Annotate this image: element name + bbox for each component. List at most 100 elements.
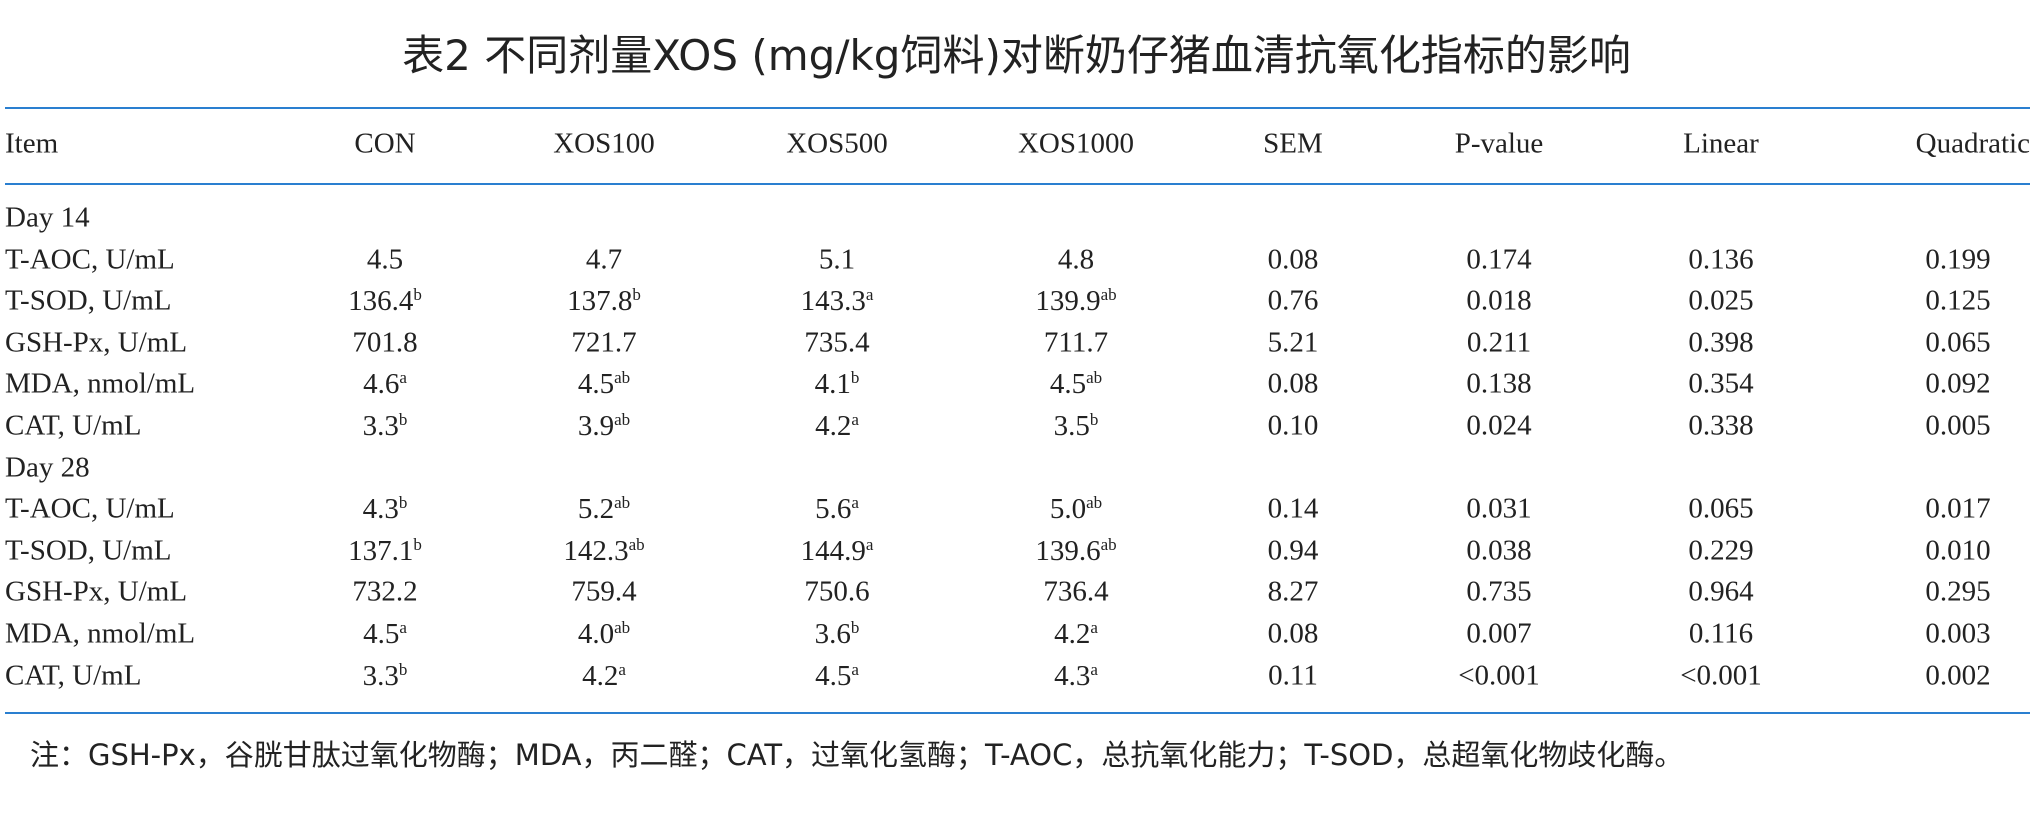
cell-value: 137.1 [348,534,414,567]
cell: 0.08 [1267,243,1319,276]
group-label: Day 14 [5,201,90,234]
cell-value: 4.3 [1054,659,1091,692]
row-label: T-SOD, U/mL [5,534,172,567]
header-rule [5,183,2030,185]
cell: 711.7 [1043,326,1109,359]
cell: 732.2 [352,575,418,608]
superscript: a [1090,618,1098,637]
superscript: a [851,410,859,429]
header-cell: Quadratic [1915,127,2030,160]
cell-value: 4.2 [1054,618,1091,650]
cell: 4.5 [366,243,404,276]
cell-value: 142.3 [563,534,629,567]
cell: 139.9ab [1035,286,1116,316]
cell: 3.3b [363,411,408,441]
cell: 0.038 [1466,534,1532,567]
cell: 143.3a [801,286,874,316]
cell: 0.065 [1688,492,1754,525]
row-label: CAT, U/mL [5,659,142,692]
cell: 0.76 [1267,284,1319,317]
superscript: b [413,534,422,554]
cell: 4.5ab [578,369,630,399]
row-label: GSH-Px, U/mL [5,326,188,359]
cell: 142.3ab [563,536,644,566]
cell: 4.5ab [1050,369,1102,399]
cell: 4.5a [363,619,407,649]
cell: 8.27 [1267,575,1319,608]
cell: 736.4 [1043,575,1109,608]
cell: 4.8 [1057,243,1095,276]
cell-value: 3.3 [362,410,399,442]
cell-value: 4.5 [577,368,615,401]
cell: 0.354 [1688,367,1754,400]
cell: 759.4 [571,575,637,608]
cell: 0.735 [1466,575,1532,608]
cell: 0.08 [1267,367,1319,400]
superscript: a [399,368,407,388]
cell: 0.002 [1925,659,1991,692]
superscript: a [865,285,874,305]
cell-value: 5.0 [1049,493,1087,526]
cell: 0.005 [1925,409,1991,442]
superscript: b [850,368,860,388]
cell: 5.6a [815,494,859,524]
cell: 136.4b [348,286,422,316]
header-cell: XOS100 [553,127,655,160]
cell: 139.6ab [1035,536,1116,566]
cell-value: 4.2 [815,410,852,442]
row-label: MDA, nmol/mL [5,617,196,650]
cell-value: 4.3 [362,493,399,526]
cell: 4.2a [1054,619,1098,649]
superscript: a [1090,659,1098,679]
cell: 3.3b [363,661,408,691]
superscript: ab [614,618,631,637]
cell: 0.025 [1688,284,1754,317]
cell: 4.3a [1054,661,1098,691]
cell: 0.94 [1267,534,1319,567]
cell: 0.295 [1925,575,1991,608]
superscript: b [1089,410,1099,429]
cell-value: 3.3 [362,659,399,692]
cell-value: 4.0 [577,618,615,650]
cell: 4.2a [582,661,626,691]
row-label: T-AOC, U/mL [5,243,175,276]
cell: 4.0ab [578,619,630,649]
cell: 721.7 [571,326,637,359]
cell: 4.7 [585,243,623,276]
header-cell: XOS500 [786,127,888,160]
top-rule [5,107,2030,109]
cell-value: 143.3 [800,285,866,318]
superscript: a [618,659,626,679]
group-label: Day 28 [5,451,90,484]
cell: 3.9ab [578,411,630,441]
cell: <0.001 [1680,659,1762,692]
superscript: b [398,410,408,429]
cell: 4.5a [815,661,859,691]
cell-value: 3.6 [814,618,851,650]
footnote: 注：GSH-Px，谷胱甘肽过氧化物酶；MDA，丙二醛；CAT，过氧化氢酶；T-A… [30,738,1684,772]
cell-value: 4.5 [815,659,852,692]
cell-value: 5.2 [577,493,615,526]
cell: 137.1b [348,536,422,566]
header-cell: Item [5,127,59,160]
superscript: ab [614,368,631,388]
cell: 0.338 [1688,409,1754,442]
superscript: ab [1086,368,1103,388]
superscript: ab [1100,534,1117,554]
superscript: a [865,534,874,554]
cell-value: 4.6 [363,368,400,401]
cell: 0.174 [1466,243,1532,276]
superscript: a [851,659,859,679]
cell: 4.3b [363,494,408,524]
cell-value: 139.6 [1035,534,1101,567]
superscript: a [399,618,407,637]
cell: 701.8 [352,326,418,359]
cell-value: 5.6 [815,493,852,526]
cell: 0.398 [1688,326,1754,359]
cell: 4.1b [815,369,860,399]
superscript: b [398,493,408,513]
cell: 0.964 [1688,575,1754,608]
cell: 0.010 [1925,534,1991,567]
row-label: CAT, U/mL [5,409,142,442]
cell: 0.136 [1688,243,1754,276]
